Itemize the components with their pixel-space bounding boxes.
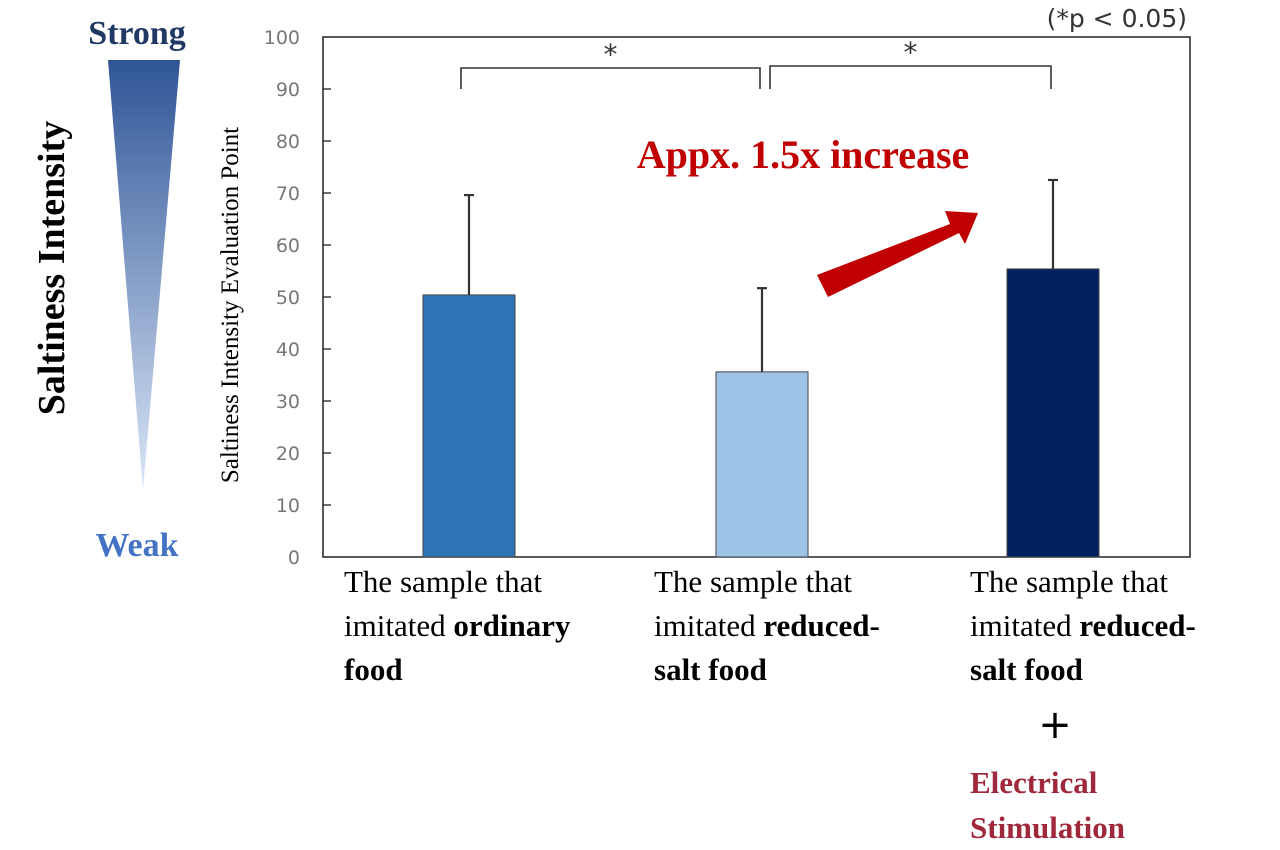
intensity-triangle [108,60,180,490]
significance-bracket [769,65,1052,89]
y-tick-label: 100 [264,27,300,49]
significance-bracket [460,67,761,89]
category-label-line: imitated reduced- [654,608,880,643]
electrical-stimulation-label: Electrical [970,765,1098,800]
increase-annotation: Appx. 1.5x increase [637,132,970,177]
scale-title: Saltiness Intensity [31,121,73,416]
significance-star: * [604,38,618,71]
bar [715,371,809,558]
y-tick-label: 10 [276,495,300,517]
category-label-line: imitated reduced- [970,608,1196,643]
y-tick-label: 30 [276,391,300,413]
y-tick-label: 0 [288,547,300,569]
y-tick-label: 60 [276,235,300,257]
significance-note: (*p < 0.05) [1047,4,1187,33]
y-tick-label: 50 [276,287,300,309]
category-label-line: The sample that [344,564,542,599]
electrical-stimulation-label: Stimulation [970,810,1125,845]
y-tick-label: 90 [276,79,300,101]
significance-star: * [904,36,918,69]
bar [422,294,516,558]
y-tick-label: 40 [276,339,300,361]
category-label-line: salt food [970,652,1083,687]
scale-bottom-label: Weak [95,527,178,564]
category-label-line: The sample that [970,564,1168,599]
plus-sign: + [1038,702,1072,748]
category-label-line: imitated ordinary [344,608,571,643]
y-tick-label: 70 [276,183,300,205]
y-tick-label: 80 [276,131,300,153]
category-label-line: food [344,652,403,687]
category-label-line: salt food [654,652,767,687]
bar [1006,268,1100,558]
category-label-line: The sample that [654,564,852,599]
y-tick-label: 20 [276,443,300,465]
y-axis-label: Saltiness Intensity Evaluation Point [217,127,244,483]
increase-arrow [817,211,978,297]
scale-top-label: Strong [88,15,186,52]
